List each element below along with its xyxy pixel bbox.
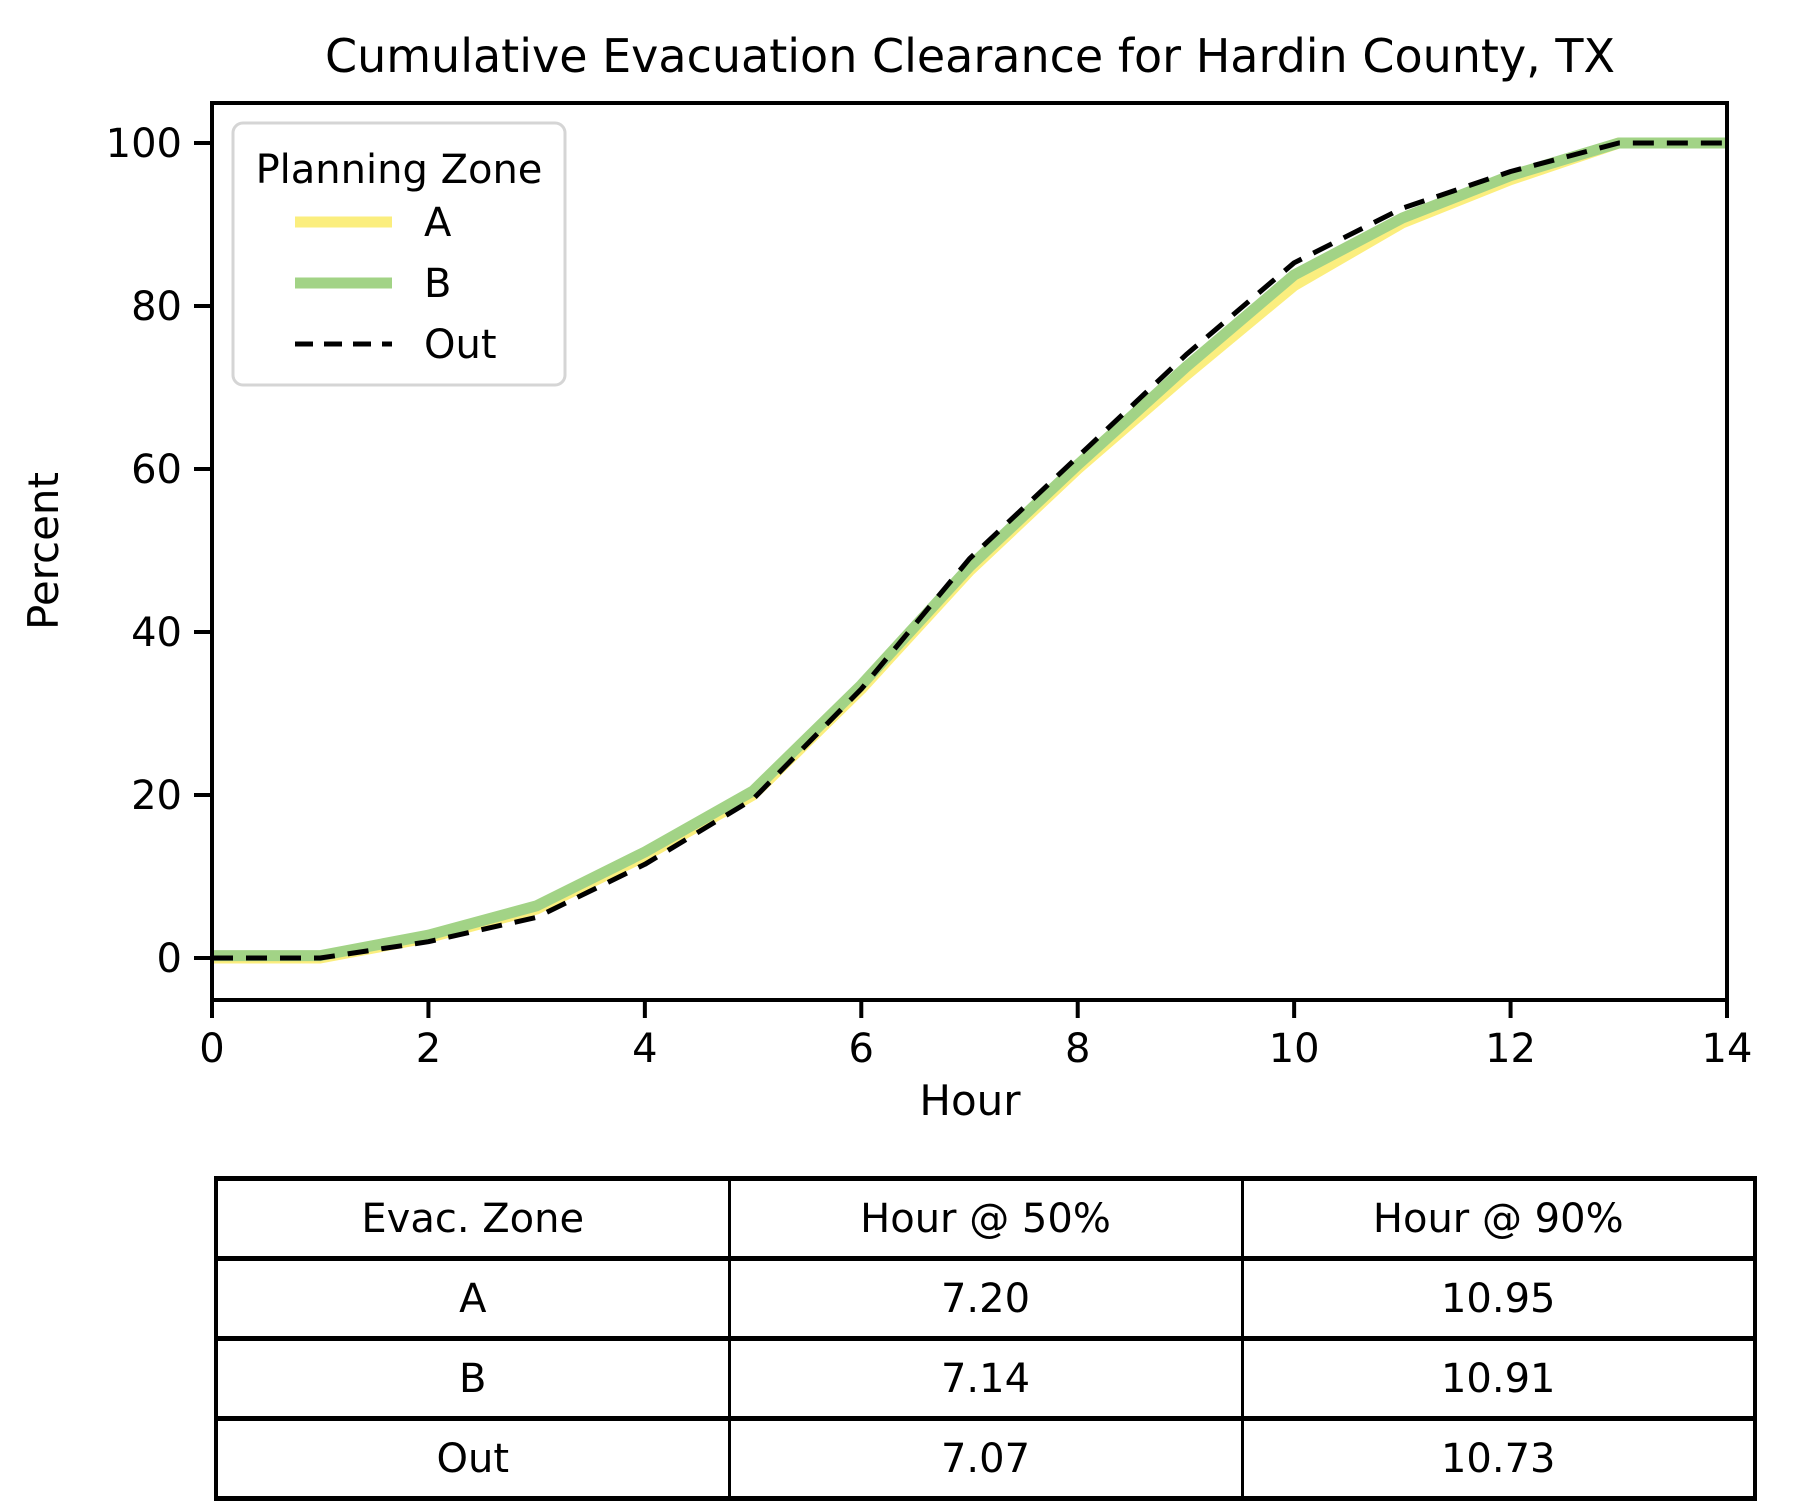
table-body: A 7.20 10.95 B 7.14 10.91 Out 7.07 10.73: [214, 1256, 1757, 1501]
table-cell: 10.73: [1240, 1416, 1757, 1501]
table-row: Out 7.07 10.73: [214, 1416, 1757, 1501]
clearance-summary-table: Evac. Zone Hour @ 50% Hour @ 90% A 7.20 10.9…: [214, 1176, 1757, 1501]
legend-title: Planning Zone: [256, 147, 543, 193]
x-tick-label: 10: [1269, 1026, 1320, 1072]
table-cell: 7.14: [727, 1336, 1244, 1421]
x-tick-label: 2: [416, 1026, 441, 1072]
table-header-cell: Evac. Zone: [214, 1176, 731, 1261]
y-tick-label: 20: [131, 773, 182, 819]
y-tick-label: 100: [106, 121, 182, 167]
plot-frame: [210, 101, 1729, 1002]
y-tick-label: 80: [131, 284, 182, 330]
x-axis-label: Hour: [919, 1076, 1021, 1125]
y-tick-label: 60: [131, 447, 182, 493]
table-cell: 10.91: [1240, 1336, 1757, 1421]
series-line-out: [212, 140, 1727, 961]
x-tick-label: 4: [632, 1026, 657, 1072]
y-axis-ticks: 0 20 40 60 80 100: [106, 121, 212, 982]
table-cell: 7.07: [727, 1416, 1244, 1501]
table-cell: 7.20: [727, 1256, 1244, 1341]
x-tick-label: 6: [849, 1026, 874, 1072]
table-header-cell: Hour @ 90%: [1240, 1176, 1757, 1261]
legend-label-out: Out: [424, 322, 497, 368]
y-tick-label: 0: [157, 936, 182, 982]
table-header-cell: Hour @ 50%: [727, 1176, 1244, 1261]
x-tick-label: 12: [1485, 1026, 1536, 1072]
chart-title: Cumulative Evacuation Clearance for Hard…: [325, 29, 1615, 83]
x-axis-ticks: 0 2 4 6 8 10 12 14: [199, 1000, 1752, 1072]
table-row: A 7.20 10.95: [214, 1256, 1757, 1341]
y-axis-label: Percent: [19, 472, 68, 630]
y-tick-label: 40: [131, 610, 182, 656]
table-cell: Out: [214, 1416, 731, 1501]
series-line-b: [212, 137, 1727, 962]
table-header-row: Evac. Zone Hour @ 50% Hour @ 90%: [214, 1176, 1757, 1261]
series-group: [212, 137, 1727, 964]
table-cell: A: [214, 1256, 731, 1341]
legend-label-a: A: [424, 200, 452, 246]
table-row: B 7.14 10.91: [214, 1336, 1757, 1421]
x-tick-label: 8: [1065, 1026, 1090, 1072]
legend-label-b: B: [424, 261, 451, 307]
legend: Planning Zone A B Out: [231, 121, 567, 387]
legend-box: [231, 121, 567, 387]
x-tick-label: 0: [199, 1026, 224, 1072]
table-cell: 10.95: [1240, 1256, 1757, 1341]
x-tick-label: 14: [1702, 1026, 1753, 1072]
table-cell: B: [214, 1336, 731, 1421]
